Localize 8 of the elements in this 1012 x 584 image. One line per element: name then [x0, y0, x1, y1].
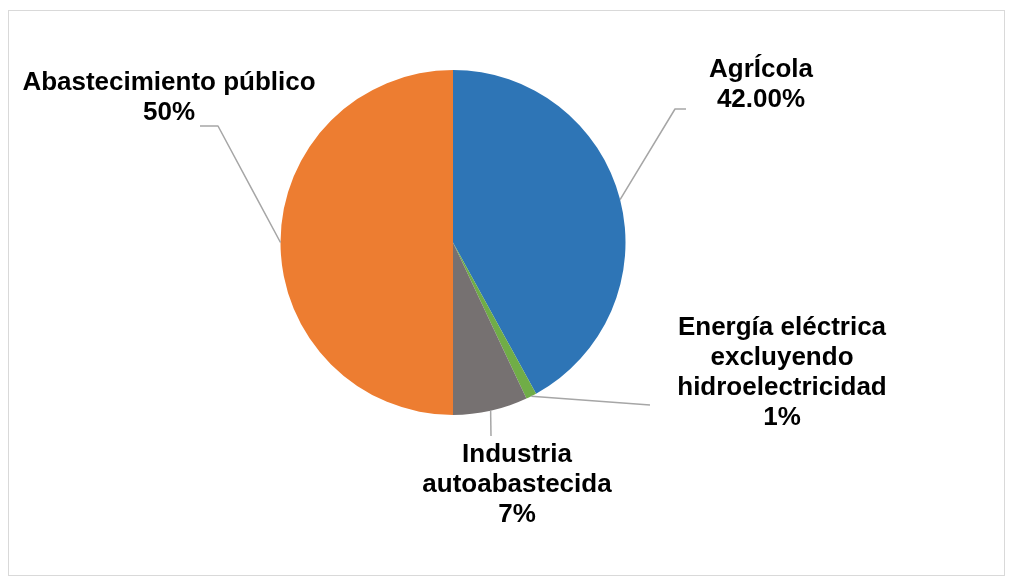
slice-label: AgrÍcola — [708, 53, 814, 84]
slice-label: Abastecimiento público — [22, 66, 316, 97]
slice-label: Industria autoabastecida — [422, 438, 613, 499]
data-label: 7% — [498, 498, 536, 529]
data-label: 42.00% — [716, 83, 806, 114]
data-label: 1% — [763, 401, 801, 432]
data-label: 50% — [142, 96, 196, 127]
slice-label: Energía eléctrica excluyendo hidroelectricidad — [677, 311, 887, 402]
